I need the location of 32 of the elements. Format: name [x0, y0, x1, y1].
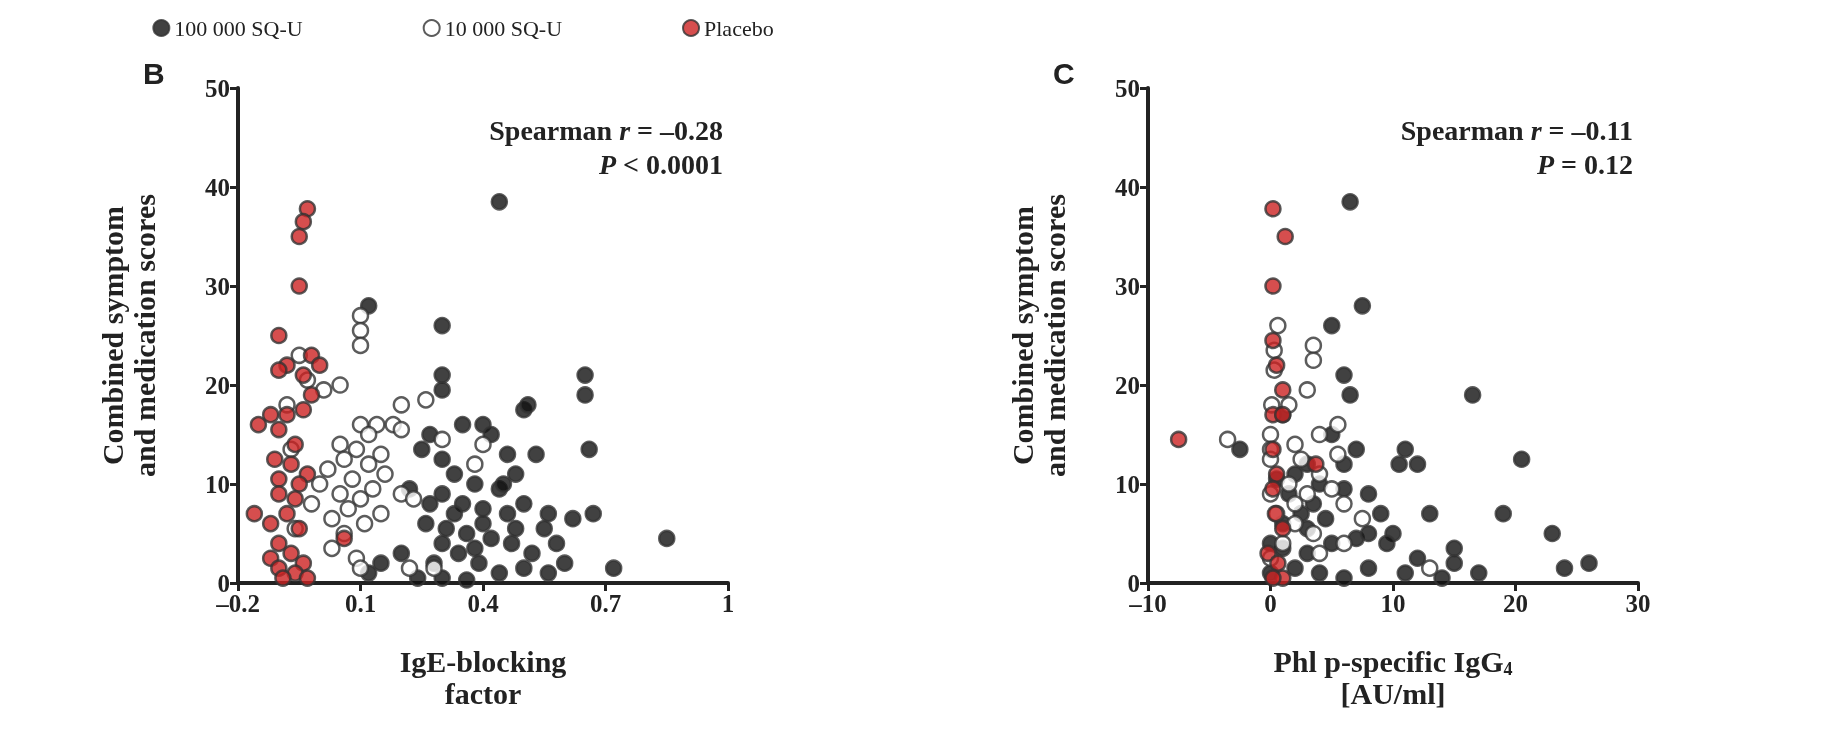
- y-tick-label: 10: [205, 470, 230, 498]
- annotation: Spearman r = –0.11: [1400, 114, 1634, 146]
- annotation: P < 0.0001: [597, 148, 724, 180]
- x-tick-label: 30: [1625, 590, 1651, 617]
- y-tick-label: 0: [1127, 569, 1140, 597]
- y-tick-label: 40: [205, 173, 230, 201]
- x-tick-label: 0: [1264, 590, 1277, 617]
- x-axis-title: IgE-blocking factor: [399, 644, 567, 710]
- x-tick-label: 0.7: [589, 590, 622, 617]
- y-tick-label: 50: [1115, 74, 1140, 102]
- y-tick-label: 10: [1115, 470, 1140, 498]
- y-tick-label: 40: [1115, 173, 1140, 201]
- y-tick-label: 20: [1115, 371, 1140, 399]
- legend-label: 10 000 SQ-U: [444, 15, 563, 41]
- y-axis-title: Combined symptom and medication scores: [1005, 194, 1071, 477]
- y-tick-label: 30: [205, 272, 230, 300]
- chart-title: B: [143, 56, 165, 90]
- y-axis-title: Combined symptom and medication scores: [95, 194, 161, 477]
- y-tick-label: 20: [205, 371, 230, 399]
- x-tick-label: 0.4: [467, 590, 500, 617]
- x-tick-label: 10: [1380, 590, 1406, 617]
- x-tick-label: 0.1: [344, 590, 377, 617]
- legend-label: 100 000 SQ-U: [174, 15, 303, 41]
- legend-label: Placebo: [704, 15, 774, 41]
- y-tick-label: 30: [1115, 272, 1140, 300]
- annotation: P = 0.12: [1535, 148, 1634, 180]
- annotation: Spearman r = –0.28: [489, 114, 724, 146]
- y-tick-label: 0: [217, 569, 230, 597]
- y-tick-label: 50: [205, 74, 230, 102]
- chart-title: C: [1053, 56, 1075, 90]
- x-tick-label: 1: [721, 590, 735, 617]
- x-tick-label: 20: [1503, 590, 1528, 617]
